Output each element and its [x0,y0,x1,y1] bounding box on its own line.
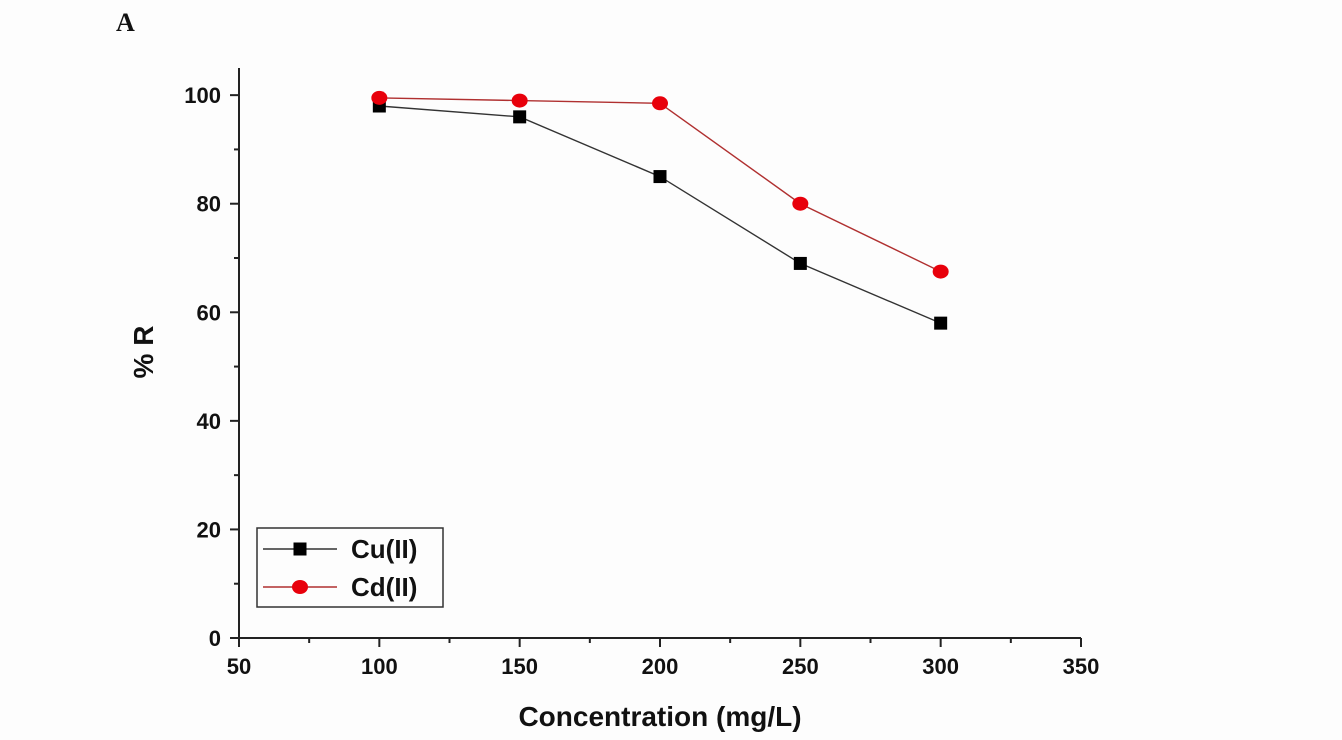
y-tick-label: 60 [197,300,221,325]
y-tick-label: 0 [209,626,221,651]
legend-box [256,527,444,608]
y-tick-label: 100 [184,83,221,108]
x-tick-label: 200 [642,654,679,679]
data-point-cdii [652,96,668,111]
legend: Cu(II) Cd(II) [256,527,444,608]
x-tick-label: 150 [501,654,538,679]
y-tick-label: 40 [197,409,221,434]
data-point-cuii [793,256,807,270]
legend-marker [292,580,308,594]
x-tick-label: 100 [361,654,398,679]
plot-area: 50 100 150 200 250 300 350 0 20 40 60 80 100 [184,68,1099,679]
data-point-cuii [653,170,667,184]
x-axis-title: Concentration (mg/L) [518,701,801,732]
data-point-cuii [513,110,527,124]
data-point-cuii [934,316,948,330]
y-tick-label: 80 [197,192,221,217]
x-tick-label: 300 [922,654,959,679]
series-line-cuii [379,105,941,324]
data-point-cdii [511,93,528,108]
data-point-cdii [371,90,388,105]
legend-marker [293,542,307,556]
y-axis-title: % R [128,326,159,379]
legend-label: Cu(II) [351,534,417,564]
x-tick-label: 250 [782,654,819,679]
y-tick-label: 20 [197,517,221,542]
legend-label: Cd(II) [351,572,417,602]
x-tick-label: 50 [227,654,251,679]
series-line-cdii [379,97,941,273]
panel-label: A [116,8,135,37]
data-point-cdii [792,196,809,211]
x-tick-label: 350 [1063,654,1100,679]
data-point-cdii [932,264,949,279]
